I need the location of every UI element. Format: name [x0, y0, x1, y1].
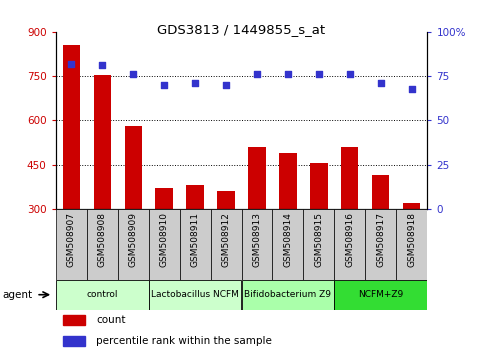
Point [284, 72, 292, 77]
Bar [94, 75, 111, 297]
Bar [311, 163, 327, 297]
Bar [372, 175, 389, 297]
Point [315, 72, 323, 77]
Bar [248, 147, 266, 297]
Bar [63, 314, 85, 325]
Bar [56, 209, 86, 280]
Point [408, 86, 416, 91]
Point [98, 63, 106, 68]
Text: control: control [86, 290, 118, 299]
Point [160, 82, 168, 88]
Text: GSM508915: GSM508915 [314, 212, 324, 267]
Text: GSM508914: GSM508914 [284, 212, 293, 267]
Bar [56, 280, 149, 310]
Text: Lactobacillus NCFM: Lactobacillus NCFM [151, 290, 239, 299]
Text: GSM508917: GSM508917 [376, 212, 385, 267]
Bar [403, 203, 421, 297]
Text: GSM508910: GSM508910 [159, 212, 169, 267]
Point [222, 82, 230, 88]
Bar [156, 188, 172, 297]
Bar [242, 280, 334, 310]
Bar [180, 209, 211, 280]
Text: count: count [97, 315, 126, 325]
Text: agent: agent [2, 290, 32, 300]
Point [191, 80, 199, 86]
Bar [303, 209, 334, 280]
Bar [272, 209, 303, 280]
Bar [211, 209, 242, 280]
Text: percentile rank within the sample: percentile rank within the sample [97, 336, 272, 346]
Text: GSM508916: GSM508916 [345, 212, 355, 267]
Point [67, 61, 75, 67]
Text: GSM508908: GSM508908 [98, 212, 107, 267]
Text: Bifidobacterium Z9: Bifidobacterium Z9 [244, 290, 331, 299]
Text: NCFM+Z9: NCFM+Z9 [358, 290, 404, 299]
Text: GSM508907: GSM508907 [67, 212, 75, 267]
Text: GSM508912: GSM508912 [222, 212, 230, 267]
Point [346, 72, 354, 77]
Text: GSM508913: GSM508913 [253, 212, 261, 267]
Bar [242, 209, 272, 280]
Text: GSM508911: GSM508911 [190, 212, 199, 267]
Bar [62, 45, 80, 297]
Text: GDS3813 / 1449855_s_at: GDS3813 / 1449855_s_at [157, 23, 326, 36]
Bar [366, 209, 397, 280]
Text: GSM508909: GSM508909 [128, 212, 138, 267]
Bar [217, 191, 235, 297]
Point [377, 80, 385, 86]
Point [129, 72, 137, 77]
Bar [149, 280, 242, 310]
Bar [63, 336, 85, 346]
Bar [117, 209, 149, 280]
Bar [397, 209, 427, 280]
Text: GSM508918: GSM508918 [408, 212, 416, 267]
Bar [86, 209, 117, 280]
Bar [334, 280, 427, 310]
Point [253, 72, 261, 77]
Bar [334, 209, 366, 280]
Bar [149, 209, 180, 280]
Bar [125, 126, 142, 297]
Bar [341, 147, 358, 297]
Bar [280, 153, 297, 297]
Bar [186, 185, 203, 297]
